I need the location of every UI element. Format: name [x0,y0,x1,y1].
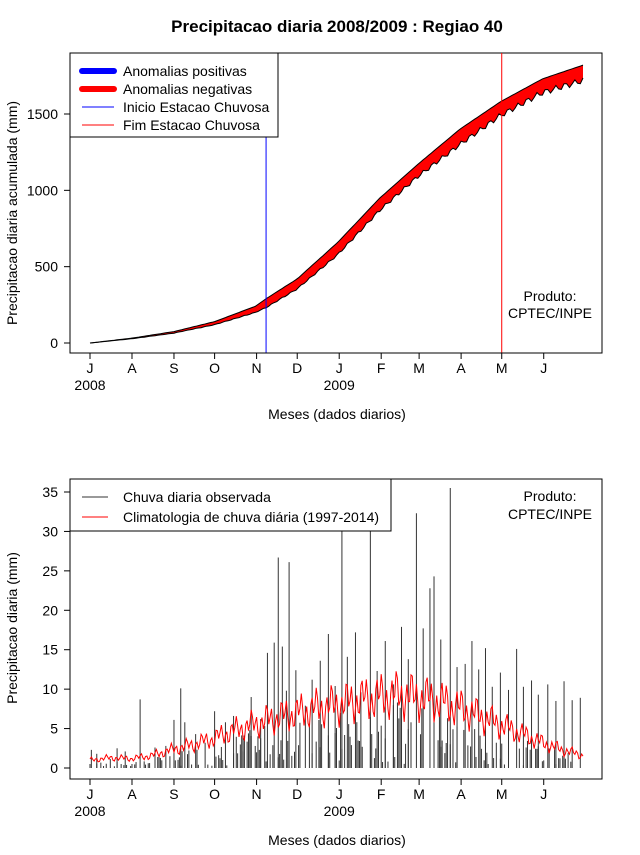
legend-label: Inicio Estacao Chuvosa [123,99,270,115]
chart2-annotation-line1: Produto: [524,488,577,504]
y-tick-label: 0 [50,335,58,351]
x-tick-label: J [336,786,343,802]
legend-label: Climatologia de chuva diária (1997-2014) [123,509,379,525]
chart1-legend: Anomalias positivas Anomalias negativas In… [69,52,279,138]
x-tick-label: S [169,786,178,802]
chart1-y-axis: 0 500 1000 1500 [27,106,71,351]
x-year-label: 2008 [74,377,105,393]
chart2-x-axis-label: Meses (dados diarios) [268,832,406,848]
x-tick-label: J [87,786,94,802]
y-tick-label: 35 [42,484,58,500]
x-tick-label: A [127,786,137,802]
x-tick-label: O [209,786,220,802]
chart2-legend: Chuva diaria observada Climatologia de ch… [69,478,392,532]
x-tick-label: J [540,360,547,376]
legend-label: Anomalias positivas [123,63,247,79]
x-tick-label: J [336,360,343,376]
climatology-daily-line [89,671,584,763]
chart1-x-axis-label: Meses (dados diarios) [268,406,406,422]
chart2-climatology-line [89,671,584,763]
legend-label: Chuva diaria observada [123,489,271,505]
y-tick-label: 20 [42,602,58,618]
chart1-annotation-line1: Produto: [524,288,577,304]
x-tick-label: D [292,360,302,376]
x-tick-label: F [377,360,386,376]
anomaly-fill [90,65,583,343]
chart1-anomaly-area [89,64,584,344]
x-tick-label: F [377,786,386,802]
cumulative-chart: Precipitacao diaria 2008/2009 : Regiao 4… [4,17,603,422]
y-tick-label: 5 [50,721,58,737]
chart2-y-axis-label: Precipitacao diaria (mm) [4,552,20,704]
x-year-label: 2009 [324,377,355,393]
chart1-annotation-line2: CPTEC/INPE [508,305,592,321]
chart1-title: Precipitacao diaria 2008/2009 : Regiao 4… [171,17,503,36]
legend-label: Fim Estacao Chuvosa [123,117,260,133]
observed-cumulative-line [89,77,584,344]
y-tick-label: 500 [35,259,59,275]
x-tick-label: M [496,786,508,802]
x-year-label: 2009 [324,803,355,819]
x-tick-label: S [169,360,178,376]
chart2-annotation-line2: CPTEC/INPE [508,506,592,522]
x-year-label: 2008 [74,803,105,819]
climatology-cumulative-line [89,64,584,344]
x-tick-label: M [496,360,508,376]
chart1-y-axis-label: Precipitacao diaria acumulada (mm) [4,101,20,325]
x-tick-label: O [209,360,220,376]
x-tick-label: N [252,786,262,802]
legend-box [69,478,392,532]
y-tick-label: 25 [42,563,58,579]
x-tick-label: A [127,360,137,376]
y-tick-label: 1000 [27,182,58,198]
y-tick-label: 0 [50,760,58,776]
legend-box [69,52,279,138]
x-tick-label: A [456,360,466,376]
x-tick-label: N [252,360,262,376]
y-tick-label: 10 [42,681,58,697]
x-tick-label: D [292,786,302,802]
x-tick-label: J [87,360,94,376]
y-tick-label: 1500 [27,106,58,122]
x-tick-label: M [413,786,425,802]
y-tick-label: 30 [42,523,58,539]
legend-label: Anomalias negativas [123,81,252,97]
x-tick-label: J [540,786,547,802]
chart2-y-axis: 0 5 10 15 20 25 30 35 [42,484,71,776]
x-tick-label: A [456,786,466,802]
x-tick-label: M [413,360,425,376]
y-tick-label: 15 [42,642,58,658]
